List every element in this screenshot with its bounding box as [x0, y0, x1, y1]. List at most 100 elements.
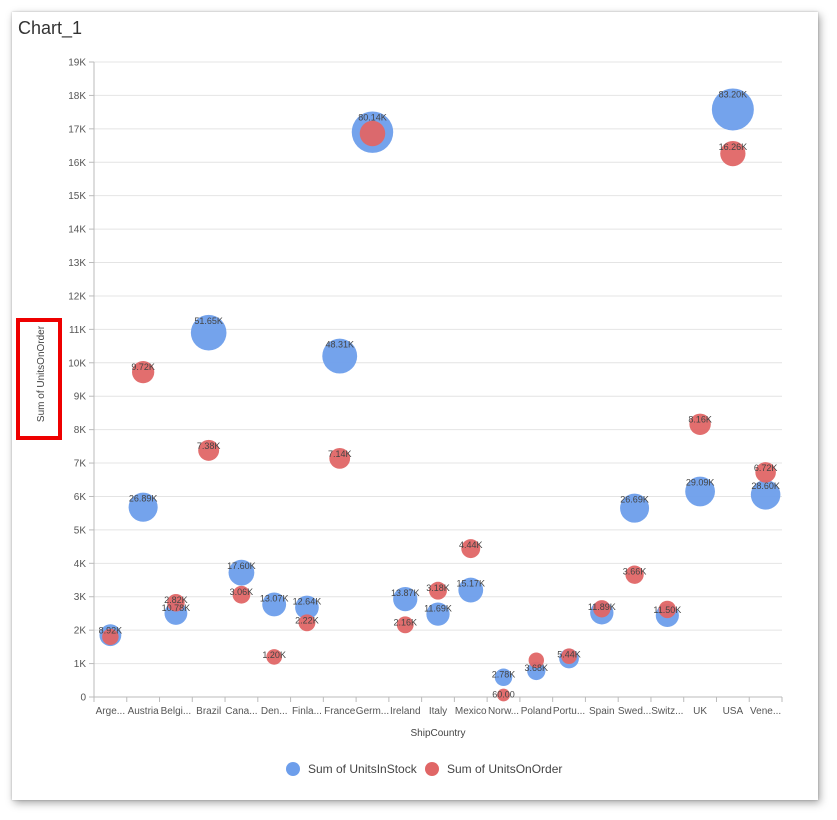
x-tick-label: Ireland [390, 706, 421, 717]
units-in-stock-data-label: 26.69K [620, 495, 649, 505]
x-tick-label: Italy [429, 706, 447, 717]
units-on-order-bubble[interactable] [198, 439, 220, 461]
units-on-order-data-label: 60.00 [492, 690, 515, 700]
units-on-order-bubble[interactable] [232, 585, 251, 604]
units-in-stock-data-label: 11.89K [588, 602, 616, 612]
units-in-stock-data-label: 15.17K [456, 579, 485, 589]
units-on-order-bubble[interactable] [755, 462, 776, 483]
x-tick-label: Arge... [96, 706, 125, 717]
y-tick-label: 0 [80, 693, 86, 704]
units-on-order-bubble[interactable] [298, 614, 316, 632]
units-on-order-data-label: 9.72K [131, 362, 155, 372]
x-tick-label: Belgi... [161, 706, 192, 717]
units-in-stock-bubble[interactable] [426, 602, 450, 626]
x-tick-label: Norw... [488, 706, 519, 717]
units-in-stock-data-label: 11.69K [424, 603, 452, 613]
units-on-order-data-label: 16.26K [719, 142, 748, 152]
units-in-stock-bubble[interactable] [295, 595, 319, 620]
units-on-order-bubble[interactable] [429, 581, 447, 600]
x-tick-label: Swed... [618, 706, 651, 717]
x-tick-label: Portu... [553, 706, 585, 717]
units-in-stock-bubble[interactable] [190, 314, 227, 351]
x-tick-label: Finla... [292, 706, 322, 717]
units-in-stock-data-label: 26.89K [129, 494, 158, 504]
units-on-order-bubble[interactable] [102, 628, 119, 646]
x-tick-label: Germ... [356, 706, 389, 717]
units-on-order-bubble[interactable] [132, 361, 155, 384]
y-tick-label: 7K [74, 459, 87, 470]
units-on-order-data-label: 7.38K [197, 441, 221, 451]
y-tick-label: 10K [68, 358, 86, 369]
units-in-stock-data-label: 17.60K [227, 561, 256, 571]
units-on-order-data-label: 3.18K [426, 583, 450, 593]
units-in-stock-bubble[interactable] [620, 493, 650, 523]
legend-units-in-stock-label: Sum of UnitsInStock [308, 762, 418, 776]
units-on-order-data-label: 2.22K [295, 615, 319, 625]
units-on-order-bubble[interactable] [167, 593, 185, 612]
legend-units-in-stock-marker[interactable] [286, 762, 300, 776]
units-on-order-bubble[interactable] [497, 688, 510, 702]
x-tick-label: USA [723, 706, 744, 717]
units-in-stock-data-label: 3.68K [525, 663, 549, 673]
x-tick-label: Den... [261, 706, 288, 717]
units-in-stock-bubble[interactable] [458, 577, 484, 603]
y-tick-label: 16K [68, 158, 86, 169]
units-in-stock-data-label: 29.09K [686, 478, 715, 488]
units-on-order-data-label: 6.72K [754, 463, 778, 473]
units-in-stock-bubble[interactable] [228, 559, 255, 586]
units-in-stock-bubble[interactable] [685, 476, 715, 507]
units-in-stock-data-label: 12.64K [293, 597, 322, 607]
x-tick-label: Cana... [225, 706, 257, 717]
x-tick-label: Spain [589, 706, 615, 717]
units-on-order-data-label: 2.82K [164, 595, 188, 605]
units-on-order-bubble[interactable] [266, 649, 282, 665]
units-in-stock-data-label: 5.44K [557, 650, 581, 660]
units-in-stock-data-label: 48.31K [325, 340, 354, 350]
units-in-stock-bubble[interactable] [262, 592, 287, 617]
units-on-order-data-label: 4.44K [459, 540, 483, 550]
units-on-order-bubble[interactable] [396, 616, 414, 634]
units-on-order-data-label: 3.66K [623, 567, 647, 577]
x-tick-label: Switz... [651, 706, 683, 717]
units-in-stock-bubble[interactable] [128, 492, 158, 522]
units-on-order-bubble[interactable] [689, 413, 711, 435]
x-tick-label: Mexico [455, 706, 487, 717]
legend-units-on-order-marker[interactable] [425, 762, 439, 776]
x-tick-label: Vene... [750, 706, 781, 717]
units-on-order-bubble[interactable] [359, 120, 386, 147]
units-in-stock-data-label: 2.78K [492, 670, 516, 680]
units-on-order-data-label: 1.20K [262, 650, 286, 660]
y-tick-label: 4K [74, 559, 87, 570]
units-on-order-bubble[interactable] [720, 140, 746, 167]
y-axis-title: Sum of UnitsOnOrder [36, 325, 47, 422]
legend-units-on-order-label: Sum of UnitsOnOrder [447, 762, 562, 776]
units-on-order-bubble[interactable] [329, 447, 351, 469]
units-in-stock-data-label: 83.20K [719, 89, 748, 99]
units-in-stock-data-label: 11.50K [653, 605, 681, 615]
y-tick-label: 18K [68, 91, 86, 102]
x-tick-label: Brazil [196, 706, 221, 717]
chart-card [12, 12, 818, 800]
units-on-order-bubble[interactable] [593, 600, 611, 618]
y-tick-label: 2K [74, 626, 87, 637]
x-axis-title: ShipCountry [410, 728, 465, 739]
y-tick-label: 3K [74, 592, 87, 603]
y-tick-label: 19K [68, 58, 86, 69]
units-in-stock-bubble[interactable] [322, 338, 358, 374]
units-on-order-bubble[interactable] [625, 565, 644, 584]
y-tick-label: 5K [74, 525, 87, 536]
units-in-stock-data-label: 13.07K [260, 593, 289, 603]
y-tick-label: 11K [69, 325, 86, 336]
units-in-stock-bubble[interactable] [711, 88, 754, 131]
units-in-stock-bubble[interactable] [393, 586, 418, 612]
units-in-stock-bubble[interactable] [494, 668, 513, 687]
units-on-order-bubble[interactable] [528, 652, 545, 668]
units-on-order-bubble[interactable] [461, 539, 481, 559]
y-tick-label: 14K [68, 225, 86, 236]
chart-title: Chart_1 [18, 18, 83, 38]
units-in-stock-bubble[interactable] [750, 480, 781, 510]
units-on-order-bubble[interactable] [561, 648, 577, 665]
units-on-order-bubble[interactable] [658, 600, 676, 619]
